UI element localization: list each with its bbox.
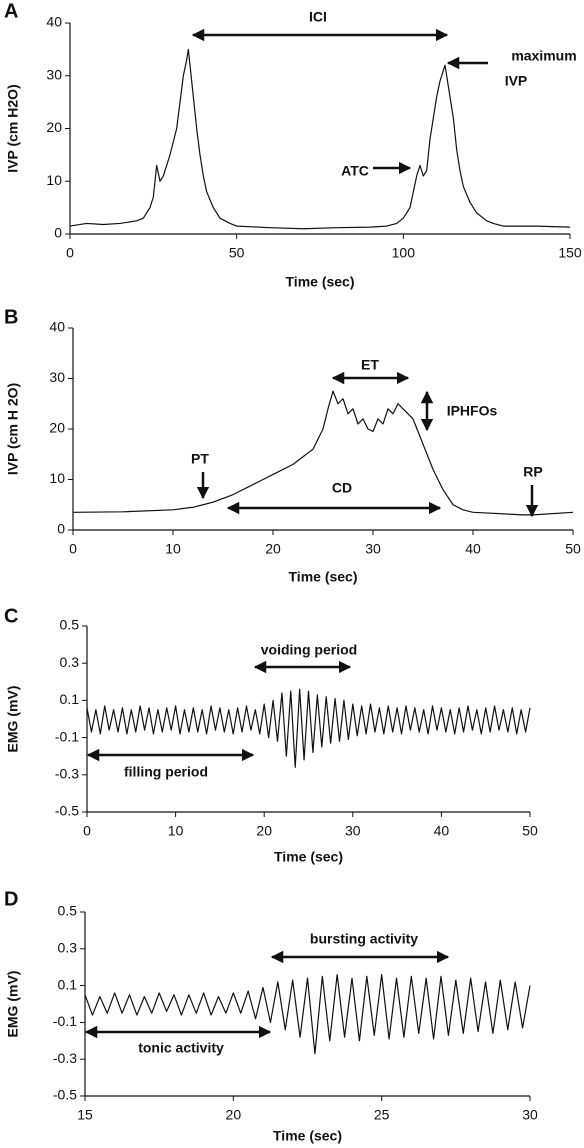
x-tick-label: 0 [69, 541, 77, 557]
y-tick-label: 0 [54, 225, 62, 241]
y-tick-label: 30 [49, 369, 65, 385]
x-tick-label: 25 [374, 1107, 390, 1123]
y-axis-title: EMG (mV) [5, 686, 21, 753]
annotation: bursting activity [310, 931, 418, 947]
y-tick-label: -0.3 [53, 1050, 77, 1066]
x-axis-title: Time (sec) [286, 274, 355, 290]
series-line [72, 390, 574, 516]
annotation: ICI [309, 9, 327, 25]
annotation: filling period [124, 764, 208, 780]
y-tick-label: 30 [46, 66, 62, 82]
y-tick-label: 0.3 [58, 940, 78, 956]
y-tick-label: 0 [57, 521, 65, 537]
x-tick-label: 20 [265, 541, 281, 557]
x-tick-label: 40 [465, 541, 481, 557]
annotation: tonic activity [138, 1040, 224, 1056]
x-tick-label: 100 [392, 245, 416, 261]
y-tick-label: 0.1 [60, 691, 80, 707]
y-axis-title: IVP (cm H2O) [5, 84, 21, 172]
x-tick-label: 0 [83, 823, 91, 839]
x-axis-title: Time (sec) [289, 569, 358, 585]
series-line [86, 688, 531, 768]
y-tick-label: 20 [49, 420, 65, 436]
y-tick-label: 0.1 [58, 976, 78, 992]
annotation: ET [361, 357, 379, 373]
y-tick-label: 0.5 [60, 617, 80, 633]
y-tick-label: 10 [46, 172, 62, 188]
annotation: RP [523, 464, 542, 480]
x-tick-label: 30 [522, 1107, 538, 1123]
panel: D 0.5 0.3 0.1 -0.1 -0.3 -0.515 20 25 30 Time (sec)… [4, 888, 538, 1143]
y-tick-label: 10 [49, 470, 65, 486]
x-axis-title: Time (sec) [273, 1128, 342, 1144]
x-tick-label: 50 [522, 823, 538, 839]
panel-letter: D [4, 888, 18, 910]
x-tick-label: 20 [256, 823, 272, 839]
x-tick-label: 10 [168, 823, 184, 839]
y-tick-label: -0.1 [55, 728, 79, 744]
x-axis-title: Time (sec) [274, 849, 343, 865]
y-tick-label: 0.3 [60, 654, 80, 670]
series-line [69, 48, 571, 230]
series-line [84, 973, 531, 1055]
y-tick-label: 0.5 [58, 903, 78, 919]
y-axis-title: IVP (cm H 2O) [5, 383, 21, 475]
annotation: ATC [341, 163, 369, 179]
annotation: IPHFOs [447, 403, 498, 419]
panel-letter: C [4, 605, 18, 627]
x-tick-label: 50 [565, 541, 581, 557]
x-tick-label: 30 [345, 823, 361, 839]
y-tick-label: -0.1 [53, 1013, 77, 1029]
y-tick-label: 40 [46, 14, 62, 30]
y-axis-title: EMG (mV) [5, 971, 21, 1038]
panel: A 0 10 20 30 40 0 50 100 150 Time (sec) IVP (cm H2O… [4, 0, 582, 289]
y-tick-label: -0.3 [55, 766, 79, 782]
x-tick-label: 10 [165, 541, 181, 557]
x-tick-label: 0 [66, 245, 74, 261]
panel-letter: B [4, 306, 18, 328]
annotation: PT [191, 451, 209, 467]
panel: C 0.5 0.3 0.1 -0.1 -0.3 -0.50 10 20 30 40 50 Time (s… [4, 605, 538, 864]
x-tick-label: 15 [77, 1107, 93, 1123]
annotation: maximum [511, 48, 576, 64]
y-tick-label: 20 [46, 119, 62, 135]
x-tick-label: 30 [365, 541, 381, 557]
x-tick-label: 20 [226, 1107, 242, 1123]
y-tick-label: -0.5 [53, 1087, 77, 1103]
y-tick-label: -0.5 [55, 803, 79, 819]
annotation: voiding period [261, 642, 357, 658]
x-tick-label: 150 [558, 245, 582, 261]
x-tick-label: 50 [229, 245, 245, 261]
y-tick-label: 40 [49, 319, 65, 335]
x-tick-label: 40 [434, 823, 450, 839]
annotation: CD [332, 480, 352, 496]
panel-letter: A [4, 0, 18, 22]
annotation: IVP [505, 73, 528, 89]
panel: B 0 10 20 30 40 0 10 20 30 40 50 Time (sec) IVP (cm H… [4, 306, 581, 584]
